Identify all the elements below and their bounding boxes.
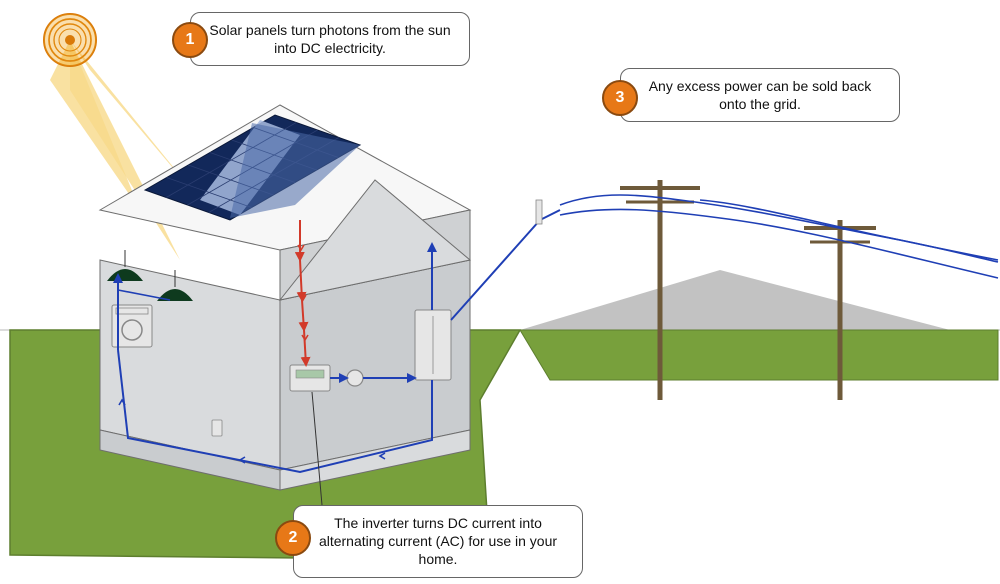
callout-1-badge: 1 (172, 22, 208, 58)
callout-2-badge: 2 (275, 520, 311, 556)
callout-3: Any excess power can be sold back onto t… (620, 68, 900, 122)
solar-diagram: { "diagram": { "type": "infographic", "w… (0, 0, 1000, 584)
callout-1-num: 1 (186, 31, 195, 49)
callout-3-badge: 3 (602, 80, 638, 116)
callout-3-num: 3 (616, 89, 625, 107)
callout-2-text: The inverter turns DC current into alter… (319, 515, 557, 567)
callout-2: The inverter turns DC current into alter… (293, 505, 583, 578)
callout-2-num: 2 (289, 529, 298, 547)
callout-1-text: Solar panels turn photons from the sun i… (209, 22, 450, 56)
callout-3-text: Any excess power can be sold back onto t… (649, 78, 872, 112)
callout-1: Solar panels turn photons from the sun i… (190, 12, 470, 66)
